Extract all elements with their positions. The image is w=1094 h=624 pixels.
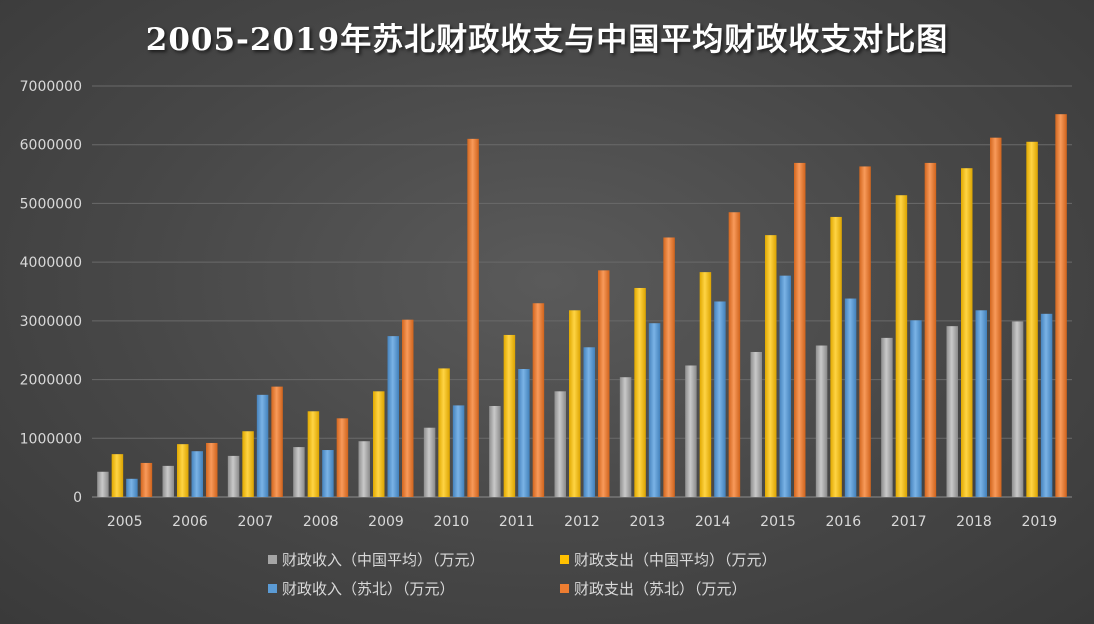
x-tick-label: 2010 xyxy=(434,514,470,530)
bar-series1-2014 xyxy=(699,272,712,497)
bar-series3-2005 xyxy=(140,462,153,497)
bar-series0-2018 xyxy=(946,326,958,497)
gridlines xyxy=(92,85,1072,498)
x-tick-label: 2011 xyxy=(499,514,535,530)
bar-series0-2006 xyxy=(162,465,174,497)
x-tick-label: 2018 xyxy=(956,514,992,530)
bar-series3-2012 xyxy=(598,270,610,497)
bar-series0-2005 xyxy=(97,471,109,497)
y-tick-label: 4000000 xyxy=(20,255,82,271)
x-tick-label: 2015 xyxy=(760,514,796,530)
bar-series3-2018 xyxy=(990,137,1002,497)
bars xyxy=(97,114,1067,498)
bar-series2-2013 xyxy=(648,323,661,497)
x-tick-label: 2019 xyxy=(1022,514,1058,530)
bar-series3-2013 xyxy=(663,237,675,498)
bar-series3-2017 xyxy=(924,162,937,497)
bar-series3-2008 xyxy=(336,418,349,497)
bar-series3-2014 xyxy=(728,212,741,497)
x-tick-label: 2009 xyxy=(368,514,404,530)
bar-series2-2017 xyxy=(910,320,922,497)
x-tick-label: 2005 xyxy=(107,514,143,530)
y-tick-label: 3000000 xyxy=(20,314,82,330)
legend: 财政收入（中国平均）（万元） 财政支出（中国平均）（万元） 财政收入（苏北）（万元）… xyxy=(268,551,777,598)
bar-series1-2018 xyxy=(961,168,973,497)
y-tick-label: 2000000 xyxy=(20,373,82,389)
x-tick-label: 2012 xyxy=(564,514,600,530)
y-tick-label: 7000000 xyxy=(20,79,82,95)
bar-series1-2016 xyxy=(830,216,842,497)
bar-series3-2016 xyxy=(859,166,871,497)
bar-series2-2018 xyxy=(975,310,987,497)
y-tick-label: 1000000 xyxy=(20,431,82,447)
bar-series0-2009 xyxy=(358,441,370,497)
y-axis: 0 1000000 2000000 3000000 4000000 5000000 6000… xyxy=(20,79,82,506)
x-tick-label: 2007 xyxy=(238,514,274,530)
bar-series1-2015 xyxy=(765,235,777,498)
x-tick-label: 2016 xyxy=(826,514,862,530)
legend-swatch xyxy=(268,555,277,564)
bar-series0-2013 xyxy=(619,377,632,497)
x-tick-label: 2006 xyxy=(172,514,208,530)
legend-label: 财政收入（中国平均）（万元） xyxy=(282,551,485,569)
bar-series2-2011 xyxy=(518,369,530,497)
bar-series0-2011 xyxy=(489,405,501,497)
bar-series1-2017 xyxy=(895,195,908,498)
bar-series3-2019 xyxy=(1055,114,1067,497)
bar-series1-2010 xyxy=(438,368,450,497)
bar-series0-2015 xyxy=(750,351,762,497)
bar-series1-2008 xyxy=(307,411,320,497)
legend-swatch xyxy=(560,584,569,593)
bar-series3-2006 xyxy=(206,442,218,497)
bar-series0-2017 xyxy=(881,337,893,497)
bar-series0-2010 xyxy=(423,427,436,497)
bar-series1-2007 xyxy=(242,431,254,497)
bar-series3-2015 xyxy=(794,162,806,497)
bar-series0-2019 xyxy=(1011,321,1024,497)
bar-series1-2006 xyxy=(177,444,189,497)
bar-series3-2007 xyxy=(271,386,283,497)
x-tick-label: 2014 xyxy=(695,514,731,530)
bar-series0-2014 xyxy=(685,365,697,497)
bar-series3-2011 xyxy=(532,303,545,497)
bar-series1-2005 xyxy=(111,454,124,497)
bar-series0-2016 xyxy=(815,345,828,497)
bar-series0-2007 xyxy=(227,455,240,497)
bar-series2-2008 xyxy=(322,450,334,497)
bar-series1-2011 xyxy=(503,334,516,497)
bar-series1-2009 xyxy=(373,391,385,497)
legend-swatch xyxy=(268,584,277,593)
x-tick-label: 2017 xyxy=(891,514,927,530)
y-tick-label: 5000000 xyxy=(20,196,82,212)
bar-series3-2009 xyxy=(402,319,414,497)
bar-series1-2019 xyxy=(1026,141,1038,497)
y-tick-label: 0 xyxy=(73,490,82,506)
legend-label: 财政支出（苏北）（万元） xyxy=(574,580,747,598)
x-axis: 2005 2006 2007 2008 2009 2010 2011 2012 2013 2014… xyxy=(107,514,1057,530)
x-tick-label: 2013 xyxy=(630,514,666,530)
bar-series2-2007 xyxy=(256,394,269,497)
bar-series2-2006 xyxy=(191,451,203,497)
y-tick-label: 6000000 xyxy=(20,138,82,154)
bar-series2-2016 xyxy=(844,298,857,497)
bar-series1-2012 xyxy=(569,310,581,497)
bar-series0-2012 xyxy=(554,391,566,497)
legend-label: 财政收入（苏北）（万元） xyxy=(282,580,455,598)
bar-series2-2015 xyxy=(779,275,791,497)
bar-series3-2010 xyxy=(467,138,479,498)
bar-series1-2013 xyxy=(634,287,646,497)
bar-series2-2019 xyxy=(1040,313,1053,497)
bar-series2-2005 xyxy=(126,478,138,497)
legend-label: 财政支出（中国平均）（万元） xyxy=(574,551,777,569)
x-tick-label: 2008 xyxy=(303,514,339,530)
legend-swatch xyxy=(560,555,569,564)
bar-series2-2010 xyxy=(452,405,465,497)
bar-series2-2012 xyxy=(583,347,595,497)
chart-title: 2005-2019年苏北财政收支与中国平均财政收支对比图 xyxy=(145,22,949,58)
bar-series2-2014 xyxy=(714,301,726,497)
bar-series2-2009 xyxy=(387,336,399,497)
bar-series0-2008 xyxy=(293,447,305,497)
